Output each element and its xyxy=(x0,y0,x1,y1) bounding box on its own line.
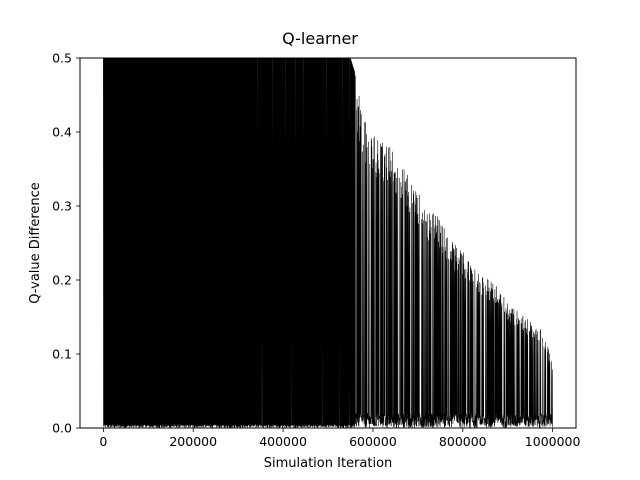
x-axis-title: Simulation Iteration xyxy=(264,456,393,471)
y-tick-label: 0.3 xyxy=(52,199,72,214)
y-axis-title: Q-value Difference xyxy=(28,182,43,304)
y-tick-label: 0.1 xyxy=(52,347,72,362)
y-tick-label: 0.4 xyxy=(52,125,72,140)
x-axis: 0 200000 400000 600000 800000 1000000 xyxy=(99,428,581,449)
x-tick-label: 0 xyxy=(99,434,107,449)
plot-area xyxy=(103,58,553,428)
series-line xyxy=(103,58,553,428)
x-tick-label: 400000 xyxy=(259,434,307,449)
x-tick-label: 800000 xyxy=(439,434,487,449)
y-tick-label: 0.0 xyxy=(52,421,72,436)
y-tick-label: 0.5 xyxy=(52,51,72,66)
chart-title: Q-learner xyxy=(282,29,358,48)
y-tick-label: 0.2 xyxy=(52,273,72,288)
x-tick-label: 600000 xyxy=(349,434,397,449)
y-axis: 0.0 0.1 0.2 0.3 0.4 0.5 xyxy=(52,51,80,436)
x-tick-label: 1000000 xyxy=(525,434,581,449)
plot-frame xyxy=(79,57,577,429)
x-tick-label: 200000 xyxy=(169,434,217,449)
